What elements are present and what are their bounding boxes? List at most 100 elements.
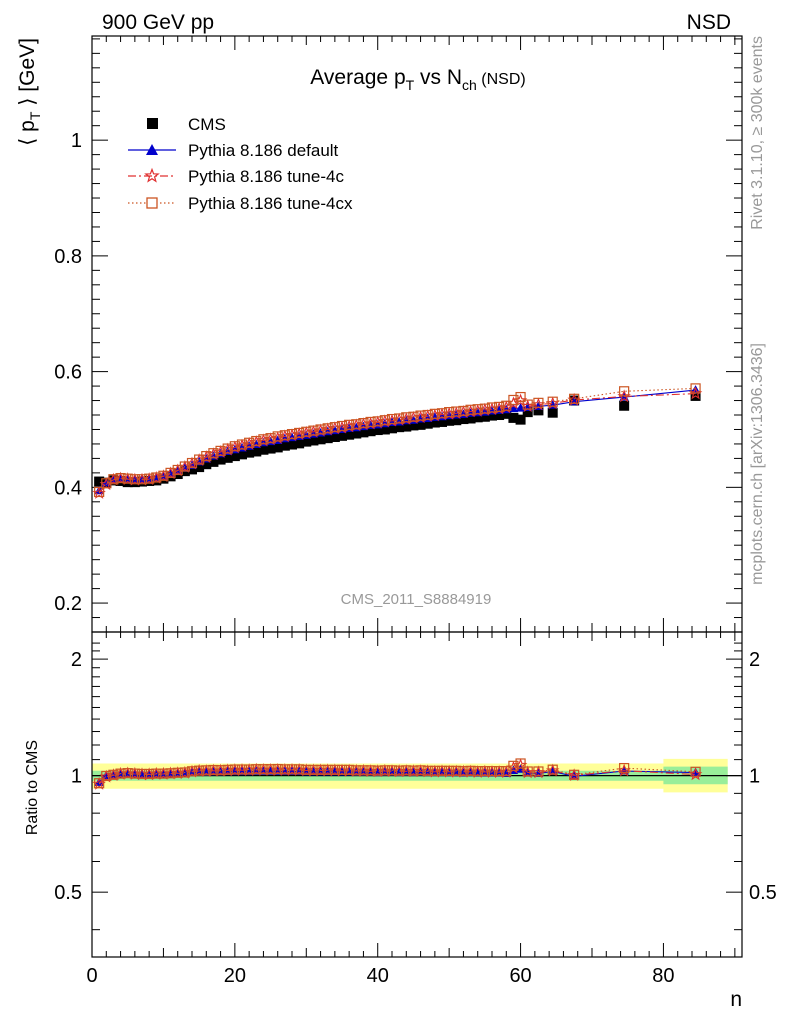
data-point-cms [401,421,412,432]
top-panel: 0.2 0.4 0.6 0.8 1 [54,35,743,633]
data-point-tune-4cx [690,766,701,777]
data-point-tune-4cx [186,457,198,469]
data-point-tune-4cx [244,764,255,775]
legend-entry-tune-4cx: Pythia 8.186 tune-4cx [128,194,353,213]
bottom-frame [91,631,743,958]
data-point-tune-4cx [619,762,630,774]
data-point-tune-4cx [308,764,319,775]
data-point-cms [429,417,440,428]
data-point-tune-4cx [547,396,558,407]
data-point-tune-4cx [501,400,512,411]
data-point-tune-4cx [486,402,498,413]
data-point-cms [287,439,297,450]
y-tick-label: 1 [71,766,82,788]
data-point-tune-4cx [322,764,333,775]
data-point-cms [479,411,490,422]
data-point-tune-4cx [201,450,212,462]
data-point-cms [372,425,383,436]
data-point-tune-4cx [494,401,505,413]
series-pythia-8-186-tune-4cx-bottom [94,758,701,789]
data-point-tune-4cx [194,765,205,776]
data-point-tune-4cx [508,760,519,771]
header-right: NSD [687,11,731,34]
data-point-tune-4cx [265,433,276,444]
data-point-cms [437,416,447,427]
data-point-cms [208,456,219,467]
data-point-tune-4cx [515,758,526,769]
data-point-tune-4cx [415,410,426,421]
y-axis-label-top: ⟨ pT ⟩ [GeV] [16,38,43,146]
data-point-tune-4cx [229,764,240,775]
data-point-tune-4cx [301,764,312,775]
header-left: 900 GeV pp [102,11,214,34]
data-point-tune-4cx [336,764,348,775]
series-cms-top [94,390,701,488]
data-point-cms [308,435,319,446]
data-point-tune-4cx [101,770,112,782]
data-point-cms [444,415,455,426]
data-point-cms [194,462,205,473]
y-axis-label-bottom: Ratio to CMS [24,740,41,835]
data-point-tune-4cx [472,766,483,777]
side-text-top: Rivet 3.1.10, ≥ 300k events [749,36,766,230]
data-point-tune-4cx [201,765,212,776]
legend-entry-default: Pythia 8.186 default [128,141,339,160]
data-point-tune-4cx [129,474,140,485]
data-point-cms [619,400,630,411]
data-point-tune-4cx [344,419,355,430]
data-point-cms [279,440,290,451]
data-point-tune-4cx [151,768,162,779]
legend-label-tune-4cx: Pythia 8.186 tune-4cx [188,194,353,213]
data-point-cms [322,433,333,444]
data-point-tune-4cx [465,765,476,776]
x-tick-label: 80 [652,965,674,987]
data-point-tune-4cx [165,768,176,779]
data-point-cms [379,424,390,435]
ylabel-sub: T [27,111,43,120]
data-point-tune-4cx [522,399,533,410]
data-point-cms [533,405,544,416]
data-point-tune-4cx [172,464,183,476]
data-point-cms [387,423,397,434]
y-tick-label: 0.5 [54,882,82,904]
data-point-tune-4cx [379,415,390,426]
data-point-tune-4cx [344,764,355,775]
data-point-tune-4cx [179,767,190,778]
data-point-cms [222,452,233,463]
series-line-pythia-8-186-tune-4cx [98,387,696,493]
data-point-tune-4cx [258,764,269,775]
data-point-cms [337,430,347,441]
data-point-tune-4cx [458,766,469,777]
data-point-tune-4cx [415,765,426,776]
data-point-cms [487,410,497,421]
data-point-tune-4cx [408,411,419,422]
data-point-cms [415,419,426,430]
data-point-cms [294,438,305,449]
data-point-tune-4cx [129,768,140,779]
data-point-tune-4cx [236,764,248,775]
data-point-tune-4c [506,396,521,410]
data-point-tune-4cx [358,765,369,776]
data-point-tune-4cx [108,769,119,780]
data-point-tune-4cx [215,765,226,776]
data-point-tune-4cx [533,766,544,777]
series-pythia-8-186-tune-4c-top [92,386,703,499]
data-point-tune-4cx [394,413,405,424]
data-point-tune-4cx [372,416,383,427]
data-point-tune-4cx [222,443,233,454]
data-point-tune-4cx [569,393,580,404]
data-point-tune-4cx [179,461,190,472]
data-point-tune-4cx [619,386,630,397]
data-point-cms [515,414,526,425]
data-point-cms [394,422,405,433]
data-point-tune-4cx [215,445,226,456]
data-point-tune-4cx [408,765,419,776]
data-point-tune-4cx [136,474,148,485]
data-point-tune-4cx [286,429,298,440]
data-point-tune-4cx [286,764,298,775]
title-mid: vs N [414,66,462,89]
data-point-tune-4cx [515,391,526,403]
data-point-tune-4cx [94,486,105,498]
data-point-tune-4cx [272,431,283,442]
